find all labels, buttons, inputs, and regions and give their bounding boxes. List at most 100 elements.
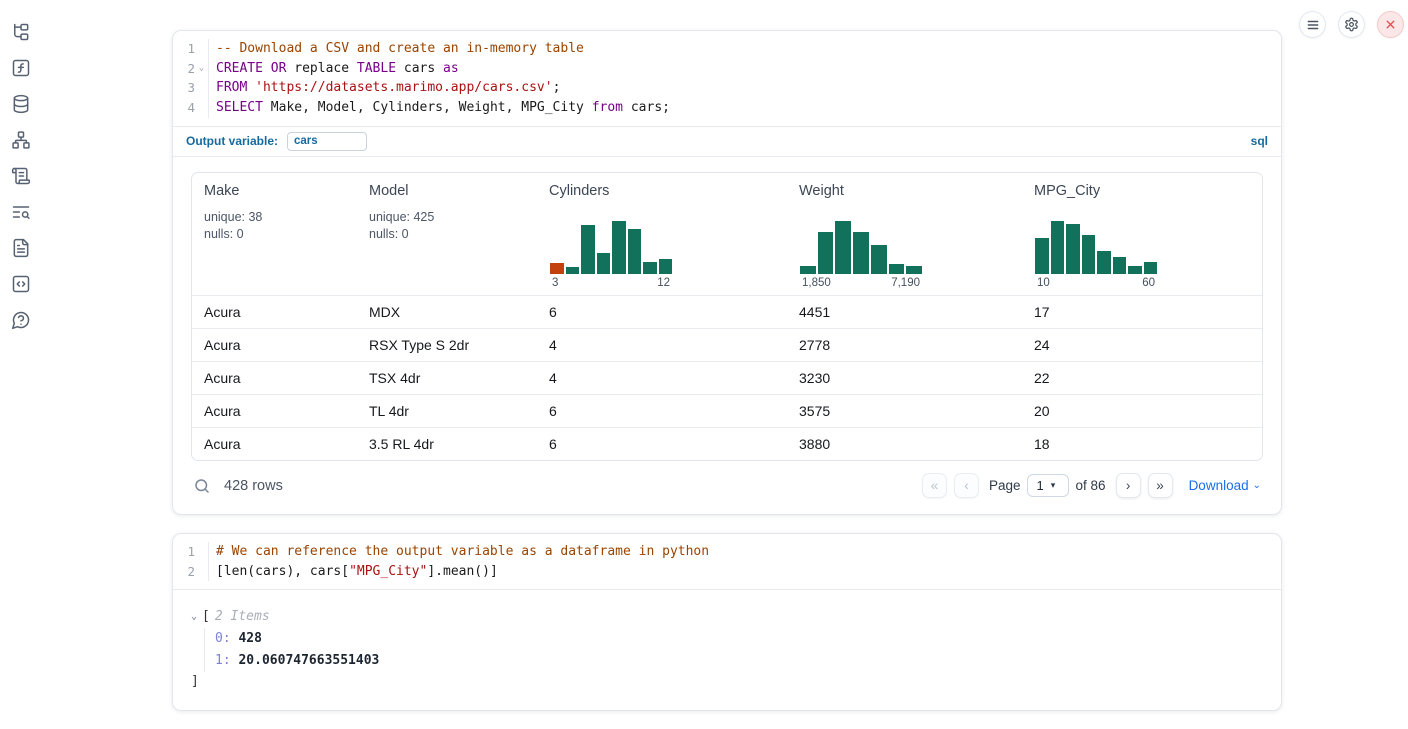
cell: 22 <box>1022 362 1262 394</box>
cell: Acura <box>192 395 357 427</box>
help-chat-icon[interactable] <box>11 310 31 330</box>
hist-bar <box>800 266 816 274</box>
shutdown-button[interactable] <box>1377 11 1404 38</box>
hist-bar <box>835 221 851 274</box>
hist-bar <box>659 259 673 274</box>
hist-bar <box>889 264 905 274</box>
table-row: AcuraTL 4dr6357520 <box>192 394 1262 427</box>
cell: Acura <box>192 329 357 361</box>
hist-bar <box>1113 257 1127 274</box>
column-header-cylinders[interactable]: Cylinders 312 <box>537 173 787 295</box>
hist-bar <box>1144 262 1158 274</box>
next-page-button[interactable]: › <box>1116 473 1141 498</box>
column-header-mpg-city[interactable]: MPG_City 1060 <box>1022 173 1262 295</box>
table-row: Acura3.5 RL 4dr6388018 <box>192 427 1262 460</box>
cell: 6 <box>537 395 787 427</box>
settings-button[interactable] <box>1338 11 1365 38</box>
cell: TL 4dr <box>357 395 537 427</box>
first-page-icon: « <box>931 478 939 493</box>
table-row: AcuraMDX6445117 <box>192 295 1262 328</box>
page-select[interactable]: 1▾ <box>1027 474 1069 497</box>
output-variable-input[interactable] <box>287 132 367 151</box>
hist-bar <box>1066 224 1080 274</box>
helper-sidebar <box>11 22 31 330</box>
line-number: 2 <box>173 562 195 582</box>
column-header-model[interactable]: Model unique: 425nulls: 0 <box>357 173 537 295</box>
hist-bar <box>1051 221 1065 274</box>
output-variable-label: Output variable: <box>186 134 278 148</box>
data-table: Make unique: 38nulls: 0 Model unique: 42… <box>191 172 1263 461</box>
fold-chevron-icon[interactable]: ⌄ <box>195 59 208 79</box>
menu-button[interactable] <box>1299 11 1326 38</box>
first-page-button[interactable]: « <box>922 473 947 498</box>
cell: Acura <box>192 362 357 394</box>
python-cell: 1 # We can reference the output variable… <box>172 533 1282 711</box>
code-line: 3 FROM 'https://datasets.marimo.app/cars… <box>173 78 1281 98</box>
table-row: AcuraRSX Type S 2dr4277824 <box>192 328 1262 361</box>
column-header-weight[interactable]: Weight 1,8507,190 <box>787 173 1022 295</box>
hist-bar <box>566 267 580 274</box>
cell: RSX Type S 2dr <box>357 329 537 361</box>
column-header-make[interactable]: Make unique: 38nulls: 0 <box>192 173 357 295</box>
cell: 20 <box>1022 395 1262 427</box>
sql-code-editor[interactable]: 1 -- Download a CSV and create an in-mem… <box>173 31 1281 126</box>
download-button[interactable]: Download⌄ <box>1189 478 1261 493</box>
hist-bar <box>906 266 922 274</box>
cell: 4451 <box>787 296 1022 328</box>
hist-bar <box>871 245 887 274</box>
hist-bar <box>550 263 564 274</box>
hist-bar <box>643 262 657 274</box>
item-index: 1: <box>215 653 231 668</box>
pagination: « ‹ Page 1▾ of 86 › » Download⌄ <box>922 473 1261 498</box>
last-page-button[interactable]: » <box>1148 473 1173 498</box>
table-row: AcuraTSX 4dr4323022 <box>192 361 1262 394</box>
cell: 6 <box>537 428 787 460</box>
scroll-text-icon[interactable] <box>11 166 31 186</box>
hist-max-label: 12 <box>657 277 670 289</box>
hist-bar <box>597 253 611 274</box>
line-number: 2 <box>173 59 195 79</box>
python-code-editor[interactable]: 1 # We can reference the output variable… <box>173 534 1281 589</box>
close-bracket: ] <box>191 672 1263 692</box>
function-square-icon[interactable] <box>11 58 31 78</box>
search-icon[interactable] <box>193 477 211 495</box>
database-icon[interactable] <box>11 94 31 114</box>
item-value: 428 <box>238 631 261 646</box>
code-line: 1 # We can reference the output variable… <box>173 542 1281 562</box>
open-bracket: [ <box>202 609 210 624</box>
python-output-tree: ⌄ [ 2 Items 0: 428 1: 20.060747663551403… <box>173 590 1281 710</box>
hist-min-label: 3 <box>552 277 558 289</box>
cell: 18 <box>1022 428 1262 460</box>
network-icon[interactable] <box>11 130 31 150</box>
cell: 2778 <box>787 329 1022 361</box>
code-line: 4 SELECT Make, Model, Cylinders, Weight,… <box>173 98 1281 118</box>
cell: 4 <box>537 329 787 361</box>
table-header-row: Make unique: 38nulls: 0 Model unique: 42… <box>192 173 1262 295</box>
hist-bar <box>853 232 869 274</box>
column-stat: nulls: 0 <box>369 226 525 243</box>
line-number: 1 <box>173 542 195 562</box>
last-page-icon: » <box>1156 478 1164 493</box>
hist-bar <box>1128 266 1142 274</box>
column-histogram: 1,8507,190 <box>800 221 922 289</box>
cell: 6 <box>537 296 787 328</box>
hist-bar <box>1035 238 1049 274</box>
hist-min-label: 1,850 <box>802 277 831 289</box>
tree-collapse-icon[interactable]: ⌄ <box>191 611 197 622</box>
code-snippets-icon[interactable] <box>11 274 31 294</box>
line-number: 4 <box>173 98 195 118</box>
cell: 3880 <box>787 428 1022 460</box>
list-search-icon[interactable] <box>11 202 31 222</box>
gear-icon <box>1344 17 1359 32</box>
hist-bar <box>612 221 626 274</box>
file-tree-icon[interactable] <box>11 22 31 42</box>
close-icon <box>1384 18 1397 31</box>
column-histogram: 1060 <box>1035 221 1157 289</box>
chevron-down-icon: ⌄ <box>1253 480 1261 491</box>
prev-page-button[interactable]: ‹ <box>954 473 979 498</box>
page-total-label: of 86 <box>1076 478 1106 493</box>
hist-bar <box>818 232 834 274</box>
table-footer: 428 rows « ‹ Page 1▾ of 86 › » Download⌄ <box>191 470 1263 502</box>
file-text-icon[interactable] <box>11 238 31 258</box>
list-item: 0: 428 <box>215 628 1263 650</box>
